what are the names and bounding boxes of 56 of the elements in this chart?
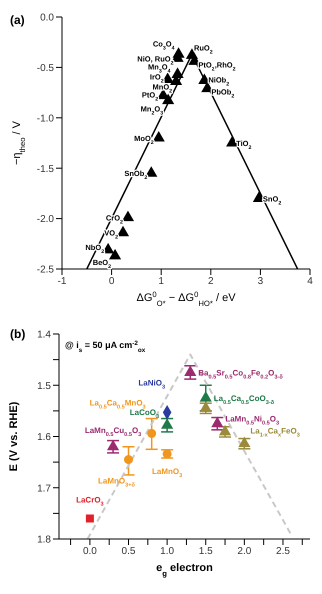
x-tick-label: 3 [258, 276, 264, 288]
series-label: La$_{1-x}$Ca$_{x}$FeO$_{3}$ [250, 426, 300, 439]
y-tick-label: 1.5 [37, 380, 52, 392]
y-tick-label: -0.5 [36, 62, 54, 74]
x-tick-label: 1.0 [160, 546, 175, 558]
point [145, 166, 158, 177]
y-tick-label: 1.8 [37, 534, 52, 546]
x-tick-label: 2.5 [276, 546, 290, 558]
y-tick-label: -1.5 [36, 164, 54, 175]
x-tick-label: 4 [307, 276, 314, 288]
x-axis-title: e$_{g}$ electron [156, 562, 214, 578]
series-label: LaCrO$_{3}$ [76, 496, 104, 508]
point [116, 226, 130, 236]
y-tick-label: 1.6 [37, 432, 52, 444]
point [162, 94, 174, 104]
point [86, 514, 94, 522]
chart-title: (a) [10, 13, 25, 27]
series-label: LaMn$_{0.5}$Ni$_{0.5}$O$_{3}$ [225, 414, 280, 427]
text: La$_{0.5}$Ca$_{0.5}$MnO$_{3}$ [90, 398, 146, 410]
y-tick-label: -2.5 [36, 264, 54, 276]
text: Ba$_{0.5}$Sr$_{0.5}$Co$_{0.8}$Fe$_{0.2}$O$_{3-δ}$ [198, 368, 283, 380]
series-label: LaNiO$_{3}$ [138, 378, 166, 390]
x-axis-title: ΔG$^{0}$$_{O*}$ − ΔG$^{0}$$_{HO*}$ / eV [136, 290, 236, 308]
x-tick-label: 2 [208, 276, 214, 288]
point [152, 130, 165, 142]
series-label: La$_{0.5}$Ca$_{0.5}$CoO$_{3-δ}$ [214, 394, 275, 406]
y-tick-label: 1.4 [37, 330, 52, 341]
x-tick-label: 0.5 [122, 546, 136, 558]
point [200, 391, 212, 402]
x-tick-label: 0.0 [82, 546, 98, 558]
point [238, 436, 250, 448]
point [106, 440, 120, 450]
point [211, 416, 224, 428]
x-tick-label: 0 [108, 276, 115, 288]
x-tick-label: -1 [58, 276, 67, 288]
point [184, 365, 196, 376]
series-label: LaMnO$_{3}$ [152, 466, 182, 479]
x-tick-label: 2.0 [237, 546, 252, 558]
point [200, 401, 212, 412]
point [124, 455, 134, 464]
y-tick-label: -2.0 [36, 214, 54, 226]
y-tick-label: 1.7 [37, 483, 52, 494]
x-tick-label: 1 [158, 276, 164, 288]
point [161, 418, 174, 429]
chart-title: (b) [10, 327, 26, 341]
series-label: LaCoO$_{3}$ [130, 408, 160, 420]
point [218, 424, 232, 436]
y-tick-label: -1.0 [36, 113, 54, 124]
point [147, 428, 156, 438]
y-axis-title: E (V vs. RHE) [8, 401, 20, 472]
series-label: LaMnO$_{3+δ}$ [98, 476, 136, 489]
series-label: LaMn$_{0.5}$Cu$_{0.5}$O$_{3}$ [84, 426, 142, 438]
x-tick-label: 1.5 [198, 546, 214, 558]
y-tick-label: 0.0 [40, 12, 54, 24]
point [108, 248, 122, 260]
point [122, 210, 134, 222]
